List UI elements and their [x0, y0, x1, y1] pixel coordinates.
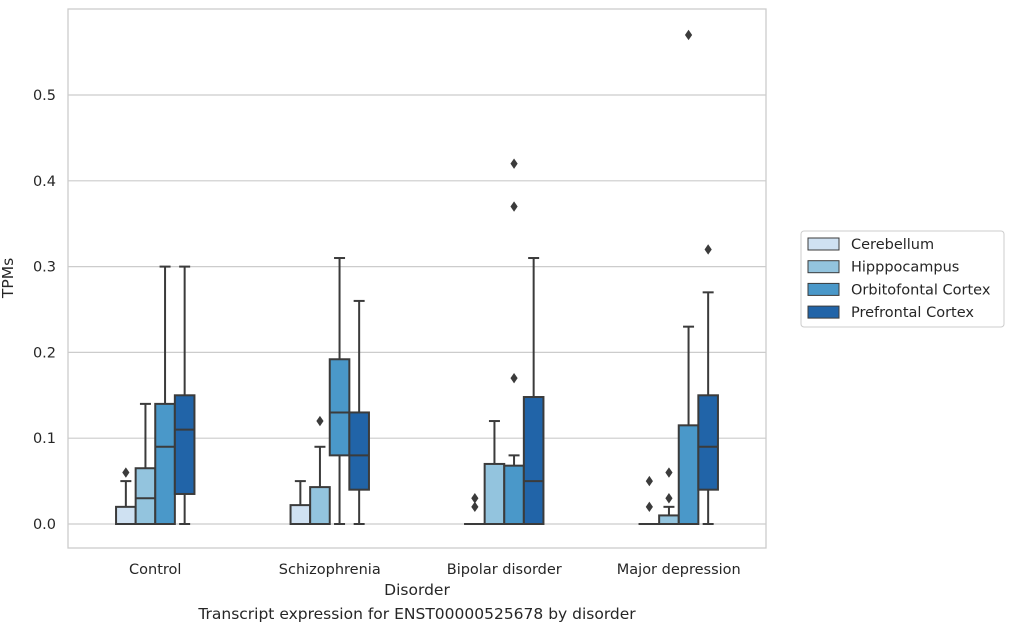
box-body: [289, 504, 312, 525]
outlier-point: [704, 244, 712, 255]
legend: Cerebellum Hipppocampus Orbitofontal Corte…: [800, 230, 1005, 328]
outlier-point: [471, 501, 479, 513]
box-1-1: [309, 415, 331, 525]
box-0-0: [115, 467, 137, 525]
outlier-point: [510, 158, 518, 169]
box-1-3: [348, 299, 370, 525]
outlier-point: [316, 415, 324, 427]
legend-label: Orbitofontal Cortex: [851, 282, 991, 298]
box-3-0: [638, 475, 661, 526]
box-2-3: [522, 257, 545, 525]
outlier-point: [510, 372, 518, 384]
box-body: [154, 402, 176, 526]
x-tick-label: Schizophrenia: [279, 562, 381, 578]
x-tick-label: Bipolar disorder: [447, 562, 562, 578]
box-body: [348, 411, 370, 491]
box-body: [115, 505, 137, 525]
x-tick-label: Major depression: [617, 562, 741, 578]
box-body: [697, 394, 719, 491]
y-tick-label: 0.5: [33, 88, 56, 104]
x-axis-label: Disorder: [384, 581, 450, 599]
box-body: [173, 394, 196, 495]
legend-swatch: [807, 237, 840, 251]
y-tick-label: 0.1: [33, 431, 56, 447]
box-body: [134, 467, 157, 526]
legend-swatch: [807, 260, 840, 274]
y-tick-label: 0.2: [33, 345, 56, 361]
box-body: [658, 514, 680, 525]
box-body: [503, 464, 525, 526]
box-body: [483, 462, 506, 526]
y-axis-label: TPMs: [0, 258, 17, 299]
y-tick-label: 0.3: [33, 260, 56, 276]
outlier-point: [665, 493, 673, 504]
y-tick-labels: 0.0 0.1 0.2 0.3 0.4 0.5: [33, 88, 56, 533]
legend-swatch: [807, 282, 840, 296]
y-tick-label: 0.0: [33, 517, 56, 533]
x-tick-label: Control: [129, 562, 181, 578]
box-1-2: [328, 257, 351, 525]
box-3-2: [677, 29, 700, 525]
y-tick-label: 0.4: [33, 174, 56, 190]
outlier-point: [665, 467, 673, 478]
legend-swatch: [807, 305, 840, 319]
figure-caption: Transcript expression for ENST0000052567…: [198, 605, 636, 623]
boxes: [115, 29, 719, 526]
outlier-point: [645, 501, 653, 513]
outlier-point: [684, 29, 693, 41]
legend-label: Hipppocampus: [851, 260, 959, 276]
box-0-3: [173, 265, 196, 525]
legend-frame: [800, 230, 1005, 328]
box-body: [328, 358, 351, 457]
outlier-point: [122, 467, 130, 478]
x-tick-labels: Control Schizophrenia Bipolar disorder Majo…: [129, 562, 741, 578]
box-2-2: [503, 158, 525, 526]
legend-label: Cerebellum: [851, 237, 934, 253]
legend-label: Prefrontal Cortex: [851, 305, 974, 321]
box-3-3: [697, 244, 719, 525]
outlier-point: [510, 201, 518, 212]
outlier-point: [471, 493, 479, 504]
outlier-point: [645, 475, 653, 487]
box-body: [522, 396, 545, 525]
box-0-1: [134, 402, 157, 526]
box-body: [309, 486, 331, 525]
box-body: [677, 424, 700, 525]
